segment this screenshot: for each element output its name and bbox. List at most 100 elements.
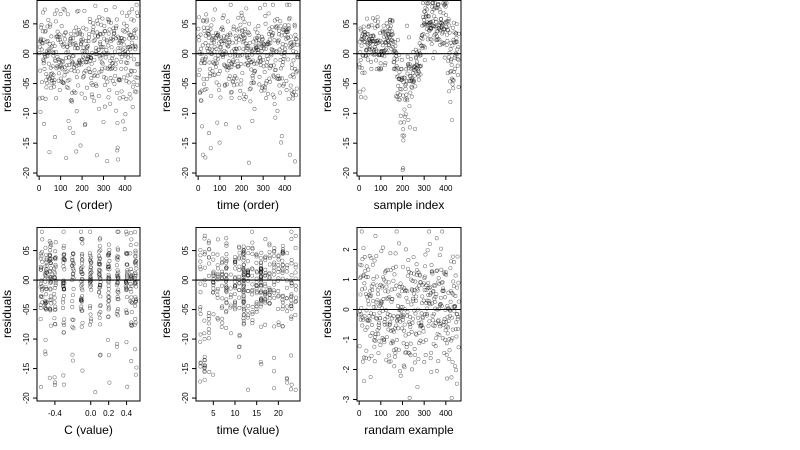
data-point <box>284 88 289 92</box>
data-point <box>76 46 80 50</box>
data-point <box>380 40 385 45</box>
data-point <box>451 279 456 284</box>
data-point <box>65 12 70 17</box>
data-point <box>57 87 62 92</box>
data-point <box>293 32 298 37</box>
data-point <box>450 327 455 332</box>
data-point <box>400 304 405 309</box>
data-point <box>448 70 453 75</box>
data-point <box>271 31 276 36</box>
data-point <box>79 277 84 281</box>
data-point <box>241 267 246 272</box>
data-point <box>211 269 216 274</box>
data-point <box>230 79 235 84</box>
data-point <box>219 269 224 274</box>
data-point <box>387 294 392 299</box>
data-point <box>281 82 286 87</box>
data-point <box>122 127 127 132</box>
data-point <box>211 274 216 279</box>
data-point <box>228 2 233 7</box>
data-point <box>258 269 263 274</box>
data-point <box>47 375 52 380</box>
data-point <box>263 284 268 289</box>
data-point <box>80 368 85 373</box>
data-point <box>42 7 47 12</box>
data-point <box>455 312 460 317</box>
data-point <box>79 267 84 272</box>
data-point <box>285 263 290 268</box>
data-point <box>62 382 66 387</box>
data-point <box>363 95 368 100</box>
data-point <box>443 270 448 275</box>
plot-frame <box>356 227 462 402</box>
data-point <box>106 294 111 299</box>
data-point <box>433 294 438 299</box>
data-point <box>63 30 68 35</box>
data-point <box>211 257 216 262</box>
data-point <box>292 24 297 29</box>
data-point <box>220 271 225 276</box>
data-point <box>237 264 242 269</box>
data-point <box>290 66 294 71</box>
data-point <box>437 253 442 258</box>
data-point <box>106 302 111 307</box>
data-point <box>280 307 285 312</box>
data-point <box>293 92 298 97</box>
data-point <box>73 41 78 46</box>
data-point <box>208 146 213 151</box>
data-point <box>209 47 214 52</box>
data-point <box>402 120 406 125</box>
data-point <box>426 292 431 297</box>
data-point <box>433 17 438 21</box>
data-point <box>395 95 400 100</box>
data-point <box>261 41 266 46</box>
data-point <box>267 287 272 292</box>
data-point <box>114 57 119 62</box>
data-point <box>123 66 128 71</box>
data-point <box>381 245 385 250</box>
data-point <box>53 307 58 312</box>
data-point <box>125 262 130 267</box>
data-point <box>411 255 416 260</box>
data-point <box>52 84 57 89</box>
data-point <box>70 293 75 298</box>
data-point <box>96 261 101 266</box>
data-point <box>357 65 362 70</box>
data-point <box>444 341 449 346</box>
data-point <box>277 76 282 81</box>
data-point <box>444 13 449 18</box>
data-point <box>104 38 109 43</box>
data-point <box>227 40 232 44</box>
data-point <box>41 59 46 64</box>
data-point <box>367 318 372 323</box>
data-point <box>229 90 234 95</box>
data-point <box>237 345 241 349</box>
data-point <box>98 41 103 46</box>
data-point <box>238 82 243 87</box>
data-point <box>429 369 434 374</box>
data-point <box>443 19 448 24</box>
data-point <box>381 23 386 28</box>
data-point <box>402 322 407 327</box>
data-point <box>285 265 289 270</box>
data-point <box>253 27 258 32</box>
data-point <box>200 152 205 157</box>
data-point <box>263 322 268 327</box>
data-point <box>289 281 294 286</box>
data-point <box>280 258 285 263</box>
data-point <box>280 76 284 81</box>
data-point <box>214 80 219 85</box>
data-point <box>108 101 113 106</box>
data-point <box>52 295 57 300</box>
data-point <box>452 40 457 45</box>
data-point <box>388 23 393 28</box>
data-point <box>79 42 83 47</box>
data-point <box>436 276 441 281</box>
data-point <box>211 40 216 45</box>
data-point <box>362 379 367 384</box>
data-point <box>396 83 401 88</box>
data-point <box>124 288 129 293</box>
data-point <box>402 328 406 333</box>
data-point <box>425 7 429 12</box>
data-point <box>56 78 61 83</box>
